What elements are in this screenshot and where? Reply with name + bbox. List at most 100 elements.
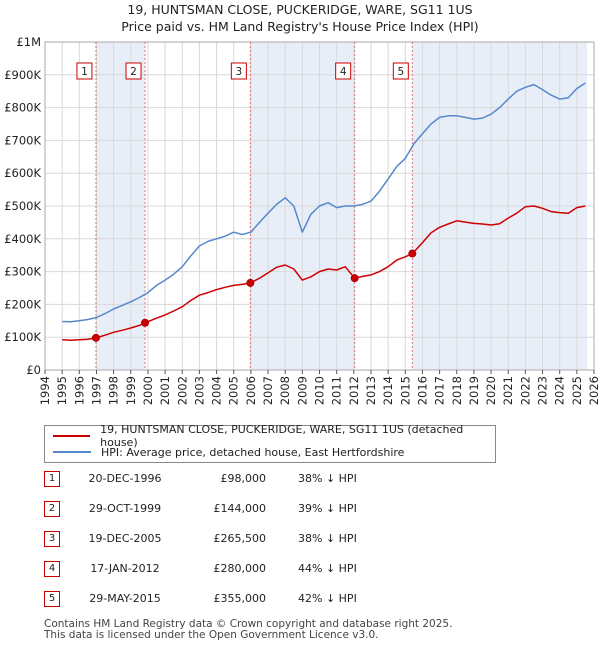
sale-hpi-diff: 44% ↓ HPI	[298, 562, 357, 575]
x-tick-label: 2005	[227, 376, 241, 405]
sale-price: £98,000	[220, 472, 267, 485]
sale-point	[408, 249, 417, 258]
sale-date: 29-OCT-1999	[88, 502, 162, 515]
sale-point	[246, 278, 255, 287]
x-tick-label: 2024	[553, 376, 567, 405]
sale-number: 2	[44, 501, 60, 517]
sale-point	[141, 318, 150, 327]
price-chart: £0 £100K £200K £300K £400K £500K £600K £700K £80…	[4, 35, 600, 405]
x-tick-label: 2015	[398, 376, 412, 405]
x-tick-label: 2025	[570, 376, 584, 405]
sale-label-box	[335, 62, 352, 80]
sale-label-box	[125, 62, 142, 80]
x-tick-label: 2013	[364, 376, 378, 405]
sale-date: 17-JAN-2012	[90, 562, 160, 575]
y-tick-label: £100K	[4, 330, 41, 344]
y-tick-label: £900K	[4, 68, 41, 82]
series-line-hpi	[62, 82, 586, 323]
sale-label-box	[392, 62, 409, 80]
x-tick-label: 2026	[587, 376, 600, 405]
x-tick-label: 2020	[484, 376, 498, 405]
sale-label-text: 5	[397, 66, 404, 78]
sale-point	[350, 274, 359, 283]
table-row: 1 20-DEC-1996 £98,000 38% ↓ HPI	[44, 471, 444, 489]
footer-license: This data is licensed under the Open Gov…	[44, 629, 379, 641]
sale-label-text: 4	[340, 66, 347, 78]
sale-hpi-diff: 38% ↓ HPI	[298, 532, 357, 545]
sale-hpi-diff: 42% ↓ HPI	[298, 592, 357, 605]
legend-item-hpi: HPI: Average price, detached house, East…	[53, 444, 404, 460]
chart-subtitle: Price paid vs. HM Land Registry's House …	[121, 19, 479, 34]
table-row: 2 29-OCT-1999 £144,000 39% ↓ HPI	[44, 501, 444, 519]
sale-date: 29-MAY-2015	[89, 592, 161, 605]
sale-price: £265,500	[213, 532, 267, 545]
x-tick-label: 2010	[313, 376, 327, 405]
x-tick-label: 2022	[518, 376, 532, 405]
x-tick-label: 2008	[278, 376, 292, 405]
x-tick-label: 2003	[192, 376, 206, 405]
legend-swatch-hpi	[53, 451, 91, 453]
table-row: 4 17-JAN-2012 £280,000 44% ↓ HPI	[44, 561, 444, 579]
sale-label-box	[230, 62, 247, 80]
footer: Contains HM Land Registry data © Crown c…	[44, 619, 452, 641]
sale-label-box	[76, 62, 93, 80]
x-tick-label: 2001	[158, 376, 172, 405]
legend-label-hpi: HPI: Average price, detached house, East…	[101, 445, 405, 459]
x-axis: 1994 1995 1996 1997 1998 1999 2000 2001 2002 2003…	[38, 370, 600, 405]
sale-hpi-diff: 39% ↓ HPI	[298, 502, 357, 515]
table-row: 3 19-DEC-2005 £265,500 38% ↓ HPI	[44, 531, 444, 549]
table-row: 5 29-MAY-2015 £355,000 42% ↓ HPI	[44, 591, 444, 609]
x-tick-label: 2009	[295, 376, 309, 405]
x-tick-label: 2002	[175, 376, 189, 405]
sale-number: 1	[44, 471, 60, 487]
legend-swatch-property	[53, 435, 91, 437]
y-tick-label: £600K	[4, 166, 41, 180]
sale-price: £144,000	[213, 502, 267, 515]
sale-point	[91, 333, 100, 342]
x-tick-label: 1994	[38, 376, 52, 405]
sale-date: 20-DEC-1996	[88, 472, 162, 485]
sale-price: £280,000	[213, 562, 267, 575]
sale-labels: 1 2 3 4 5	[76, 62, 409, 80]
x-tick-label: 1998	[107, 376, 121, 405]
x-tick-label: 2000	[141, 376, 155, 405]
sale-number: 5	[44, 591, 60, 607]
y-tick-label: £1M	[16, 35, 41, 49]
y-tick-label: £200K	[4, 297, 41, 311]
sale-number: 3	[44, 531, 60, 547]
x-tick-label: 2004	[210, 376, 224, 405]
sale-label-text: 2	[130, 66, 137, 78]
y-tick-label: £0	[26, 363, 41, 377]
legend-label-property: 19, HUNTSMAN CLOSE, PUCKERIDGE, WARE, SG…	[100, 423, 464, 449]
x-tick-label: 2016	[415, 376, 429, 405]
y-tick-label: £700K	[4, 133, 41, 147]
x-tick-label: 2019	[467, 376, 481, 405]
x-tick-label: 2021	[501, 376, 515, 405]
x-tick-label: 1999	[124, 376, 138, 405]
x-tick-label: 2023	[536, 376, 550, 405]
y-tick-label: £800K	[4, 101, 41, 115]
legend-item-property: 19, HUNTSMAN CLOSE, PUCKERIDGE, WARE, SG…	[53, 423, 495, 449]
sale-date: 19-DEC-2005	[88, 532, 162, 545]
y-tick-label: £400K	[4, 232, 41, 246]
y-axis: £0 £100K £200K £300K £400K £500K £600K £700K £80…	[4, 35, 41, 377]
y-tick-label: £500K	[4, 199, 41, 213]
sale-number: 4	[44, 561, 60, 577]
chart-title: 19, HUNTSMAN CLOSE, PUCKERIDGE, WARE, SG…	[127, 2, 473, 17]
x-tick-label: 1996	[72, 376, 86, 405]
sale-hpi-diff: 38% ↓ HPI	[298, 472, 357, 485]
legend: 19, HUNTSMAN CLOSE, PUCKERIDGE, WARE, SG…	[44, 423, 496, 463]
x-tick-label: 2018	[450, 376, 464, 405]
x-tick-label: 2006	[244, 376, 258, 405]
y-tick-label: £300K	[4, 265, 41, 279]
x-tick-label: 2011	[330, 376, 344, 405]
sale-label-text: 3	[236, 66, 243, 78]
sale-price: £355,000	[213, 592, 267, 605]
x-tick-label: 1997	[89, 376, 103, 405]
x-tick-label: 2014	[381, 376, 395, 405]
x-tick-label: 1995	[55, 376, 69, 405]
sale-label-text: 1	[81, 66, 88, 78]
footer-copyright: Contains HM Land Registry data © Crown c…	[44, 618, 453, 630]
sale-points	[91, 249, 417, 342]
x-tick-label: 2007	[261, 376, 275, 405]
